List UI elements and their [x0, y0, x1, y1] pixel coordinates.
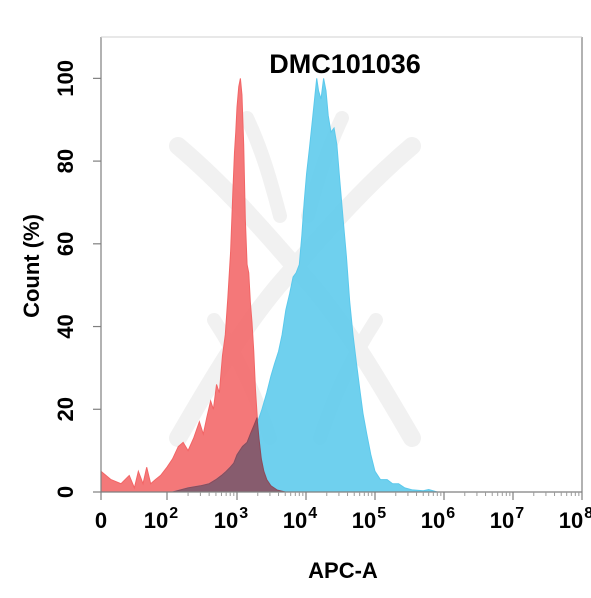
watermark-stroke-3 — [240, 111, 287, 223]
chart-title: DMC101036 — [269, 49, 421, 79]
y-axis-label: Count (%) — [19, 214, 44, 318]
y-tick-label-80: 80 — [53, 149, 78, 173]
x-tick-label-100: 102 — [144, 505, 178, 533]
y-tick-label-20: 20 — [53, 397, 78, 421]
y-tick-label-60: 60 — [53, 232, 78, 256]
x-tick-label-0: 0 — [95, 508, 107, 533]
y-tick-label-40: 40 — [53, 314, 78, 338]
x-tick-label-1000000: 106 — [421, 505, 455, 533]
x-tick-label-10000: 104 — [283, 505, 317, 533]
watermark-stroke-2 — [169, 137, 421, 447]
histogram-series-1 — [100, 78, 286, 493]
histogram-series-3 — [101, 417, 286, 493]
x-tick-label-10000000: 107 — [490, 505, 524, 533]
x-tick-label-100000000: 108 — [559, 505, 591, 533]
x-axis-label: APC-A — [308, 558, 378, 583]
histogram-series-layer — [100, 78, 438, 493]
x-tick-label-100000: 105 — [352, 505, 386, 533]
y-tick-label-0: 0 — [53, 486, 78, 498]
y-tick-label-100: 100 — [53, 60, 78, 97]
x-tick-label-1000: 103 — [214, 505, 248, 533]
ticks-layer: 0 20 40 60 80 100 0 102 103 104 105 106 107 108 — [53, 60, 591, 533]
